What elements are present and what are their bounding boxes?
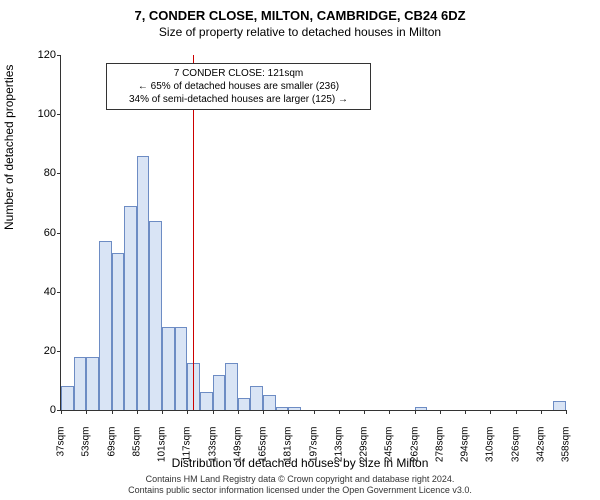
x-axis-label: Distribution of detached houses by size … — [0, 456, 600, 470]
chart-container: 7, CONDER CLOSE, MILTON, CAMBRIDGE, CB24… — [0, 0, 600, 500]
x-tick-mark — [288, 410, 289, 414]
y-tick-mark — [57, 55, 61, 56]
annotation-line: ← 65% of detached houses are smaller (23… — [113, 80, 364, 93]
histogram-bar — [74, 357, 87, 410]
x-tick-mark — [339, 410, 340, 414]
chart-subtitle: Size of property relative to detached ho… — [0, 23, 600, 39]
x-tick-mark — [162, 410, 163, 414]
y-tick-label: 100 — [26, 108, 56, 120]
x-tick-mark — [238, 410, 239, 414]
x-tick-mark — [566, 410, 567, 414]
histogram-bar — [137, 156, 150, 410]
chart-title: 7, CONDER CLOSE, MILTON, CAMBRIDGE, CB24… — [0, 0, 600, 23]
histogram-bar — [225, 363, 238, 410]
y-tick-label: 60 — [26, 227, 56, 239]
x-tick-mark — [112, 410, 113, 414]
x-tick-mark — [415, 410, 416, 414]
histogram-bar — [99, 241, 112, 410]
x-tick-mark — [440, 410, 441, 414]
histogram-bar — [61, 386, 74, 410]
y-tick-label: 120 — [26, 49, 56, 61]
histogram-bar — [162, 327, 175, 410]
histogram-bar — [112, 253, 125, 410]
x-tick-mark — [187, 410, 188, 414]
histogram-bar — [238, 398, 251, 410]
histogram-bar — [288, 407, 301, 410]
annotation-line: 7 CONDER CLOSE: 121sqm — [113, 67, 364, 80]
histogram-bar — [213, 375, 226, 411]
y-tick-label: 0 — [26, 404, 56, 416]
x-tick-mark — [389, 410, 390, 414]
x-tick-mark — [364, 410, 365, 414]
histogram-bar — [276, 407, 289, 410]
footer-line1: Contains HM Land Registry data © Crown c… — [0, 474, 600, 485]
y-tick-label: 40 — [26, 286, 56, 298]
histogram-bar — [149, 221, 162, 410]
y-tick-label: 20 — [26, 345, 56, 357]
x-tick-mark — [516, 410, 517, 414]
annotation-line: 34% of semi-detached houses are larger (… — [113, 93, 364, 106]
x-tick-mark — [213, 410, 214, 414]
annotation-box: 7 CONDER CLOSE: 121sqm← 65% of detached … — [106, 63, 371, 110]
y-tick-mark — [57, 233, 61, 234]
x-tick-mark — [541, 410, 542, 414]
x-tick-mark — [137, 410, 138, 414]
histogram-bar — [415, 407, 428, 410]
histogram-bar — [124, 206, 137, 410]
y-tick-mark — [57, 351, 61, 352]
x-tick-mark — [263, 410, 264, 414]
histogram-bar — [250, 386, 263, 410]
y-tick-mark — [57, 114, 61, 115]
histogram-bar — [553, 401, 566, 410]
x-tick-mark — [314, 410, 315, 414]
histogram-bar — [200, 392, 213, 410]
y-tick-label: 80 — [26, 167, 56, 179]
plot-area: 02040608010012037sqm53sqm69sqm85sqm101sq… — [60, 55, 566, 411]
x-tick-mark — [465, 410, 466, 414]
footer-line2: Contains public sector information licen… — [0, 485, 600, 496]
x-tick-mark — [490, 410, 491, 414]
histogram-bar — [175, 327, 188, 410]
y-tick-mark — [57, 292, 61, 293]
footer: Contains HM Land Registry data © Crown c… — [0, 474, 600, 496]
x-tick-mark — [61, 410, 62, 414]
y-axis-label: Number of detached properties — [2, 65, 16, 230]
x-tick-mark — [86, 410, 87, 414]
histogram-bar — [263, 395, 276, 410]
histogram-bar — [86, 357, 99, 410]
y-tick-mark — [57, 173, 61, 174]
